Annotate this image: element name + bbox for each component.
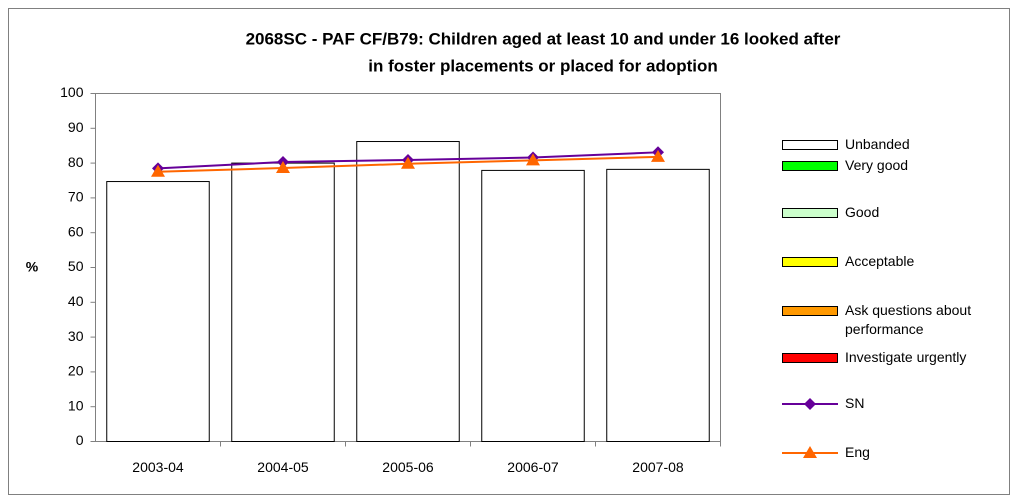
legend-label: Unbanded bbox=[845, 136, 910, 152]
y-tick-label: 30 bbox=[68, 328, 84, 344]
legend-swatch bbox=[782, 306, 838, 316]
marker bbox=[651, 149, 665, 162]
x-tick-label: 2005-06 bbox=[382, 459, 434, 475]
legend-swatch bbox=[782, 161, 838, 171]
marker bbox=[151, 164, 165, 177]
y-tick-label: 0 bbox=[76, 432, 84, 448]
x-tick-label: 2007-08 bbox=[632, 459, 684, 475]
y-tick-label: 10 bbox=[68, 397, 84, 413]
y-tick-label: 60 bbox=[68, 223, 84, 239]
y-tick-label: 50 bbox=[68, 258, 84, 274]
legend-swatch bbox=[782, 140, 838, 150]
x-tick-label: 2003-04 bbox=[132, 459, 184, 475]
marker bbox=[526, 153, 540, 166]
x-tick-label: 2004-05 bbox=[257, 459, 309, 475]
y-axis-label: % bbox=[26, 259, 39, 275]
marker bbox=[401, 156, 415, 169]
y-tick-label: 80 bbox=[68, 154, 84, 170]
legend-label: Acceptable bbox=[845, 253, 915, 269]
y-tick-label: 40 bbox=[68, 293, 84, 309]
bar bbox=[356, 141, 460, 443]
legend-marker bbox=[804, 398, 816, 410]
y-tick-label: 20 bbox=[68, 363, 84, 379]
legend-swatch bbox=[782, 208, 838, 218]
legend-marker bbox=[803, 446, 817, 458]
legend-label: Ask questions about performance bbox=[845, 302, 972, 337]
legend-swatch bbox=[782, 353, 838, 363]
bar bbox=[481, 169, 585, 443]
chart-title: in foster placements or placed for adopt… bbox=[368, 56, 718, 75]
marker bbox=[276, 160, 290, 173]
chart-title: 2068SC - PAF CF/B79: Children aged at le… bbox=[246, 29, 841, 48]
y-tick-label: 90 bbox=[68, 119, 84, 135]
legend-label: Eng bbox=[845, 444, 870, 460]
x-tick-label: 2006-07 bbox=[507, 459, 559, 475]
y-tick-label: 70 bbox=[68, 189, 84, 205]
bar bbox=[106, 181, 210, 442]
bar bbox=[231, 162, 335, 442]
legend-label: Investigate urgently bbox=[845, 349, 967, 365]
legend-swatch bbox=[782, 257, 838, 267]
legend-label: SN bbox=[845, 395, 865, 411]
y-tick-label: 100 bbox=[60, 84, 84, 100]
legend-label: Very good bbox=[845, 157, 909, 173]
bar bbox=[606, 168, 710, 442]
legend-label: Good bbox=[845, 204, 880, 220]
